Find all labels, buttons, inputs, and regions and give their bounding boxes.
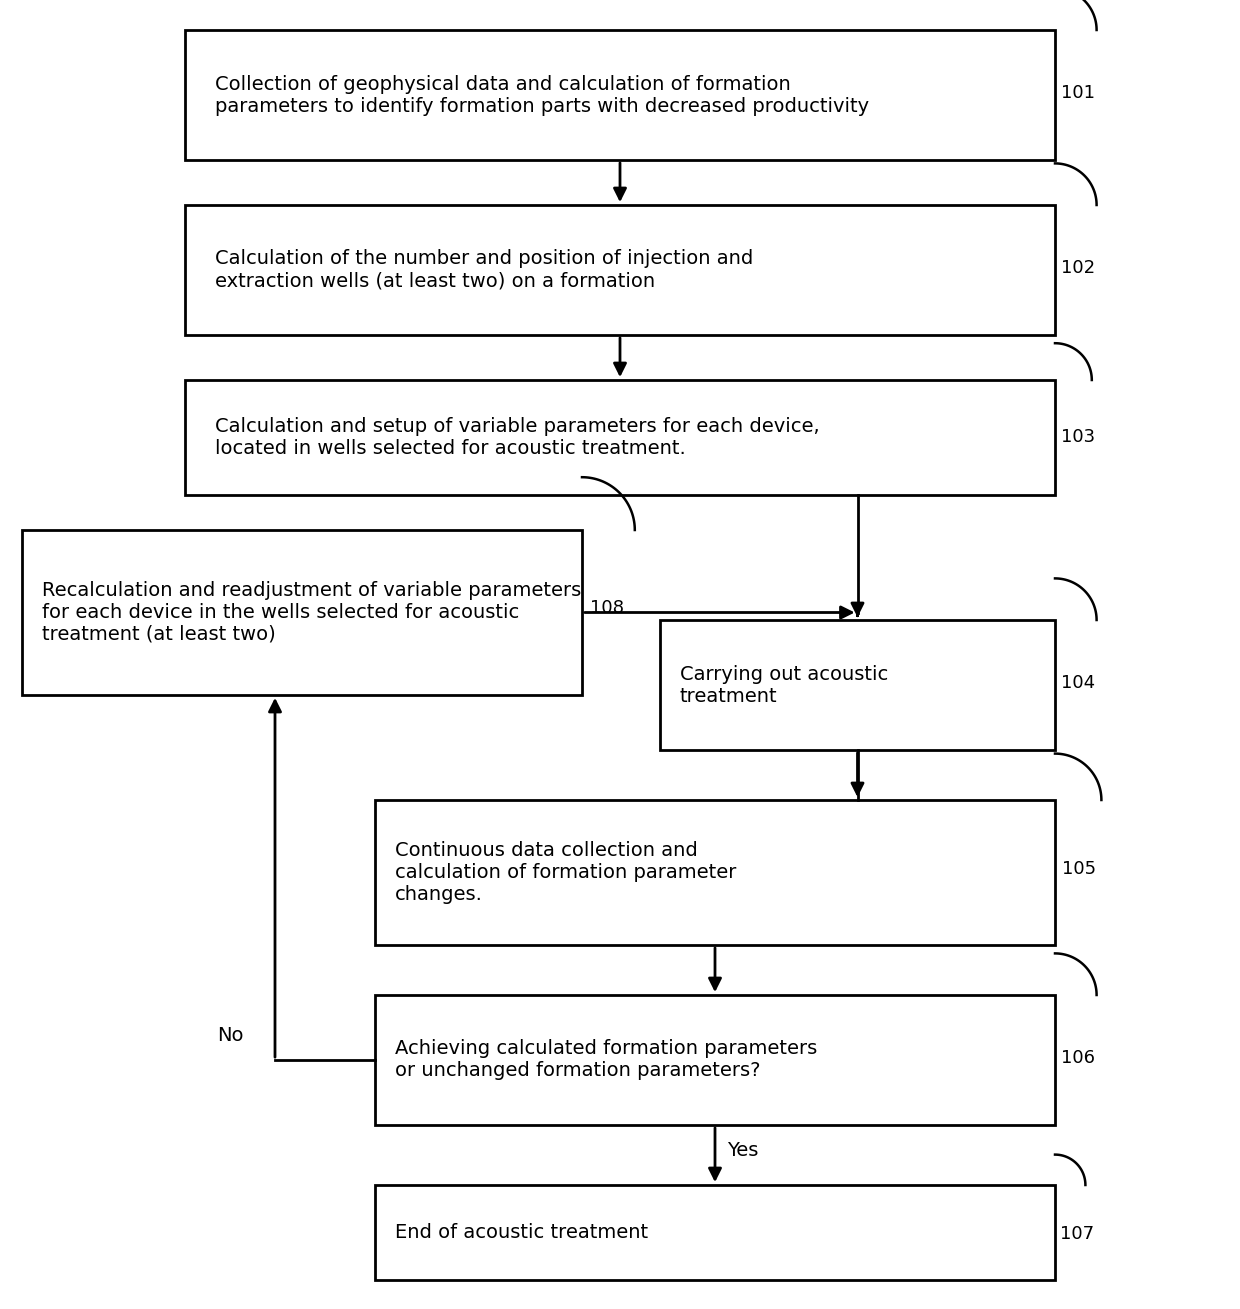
Bar — [374, 1185, 1055, 1280]
Bar — [185, 30, 1055, 160]
Text: 102: 102 — [1061, 259, 1095, 278]
Bar — [374, 995, 1055, 1124]
Text: Yes: Yes — [727, 1140, 759, 1160]
Bar — [185, 380, 1055, 495]
Text: Achieving calculated formation parameters
or unchanged formation parameters?: Achieving calculated formation parameter… — [396, 1039, 817, 1080]
Bar — [22, 530, 582, 695]
Text: Recalculation and readjustment of variable parameters
for each device in the wel: Recalculation and readjustment of variab… — [42, 581, 582, 644]
Bar — [374, 800, 1055, 945]
Text: 101: 101 — [1061, 84, 1095, 102]
Text: 108: 108 — [590, 598, 624, 617]
Text: Calculation and setup of variable parameters for each device,
located in wells s: Calculation and setup of variable parame… — [215, 418, 820, 458]
Text: No: No — [217, 1026, 243, 1045]
Bar — [185, 206, 1055, 335]
Bar — [660, 620, 1055, 750]
Text: 104: 104 — [1061, 674, 1095, 692]
Text: 106: 106 — [1061, 1049, 1095, 1067]
Text: Collection of geophysical data and calculation of formation
parameters to identi: Collection of geophysical data and calcu… — [215, 75, 869, 115]
Text: Continuous data collection and
calculation of formation parameter
changes.: Continuous data collection and calculati… — [396, 840, 737, 905]
Text: 103: 103 — [1060, 428, 1095, 446]
Text: End of acoustic treatment: End of acoustic treatment — [396, 1223, 649, 1242]
Text: 107: 107 — [1059, 1224, 1094, 1242]
Text: Carrying out acoustic
treatment: Carrying out acoustic treatment — [680, 665, 888, 706]
Text: Calculation of the number and position of injection and
extraction wells (at lea: Calculation of the number and position o… — [215, 250, 753, 291]
Text: 105: 105 — [1061, 860, 1096, 878]
